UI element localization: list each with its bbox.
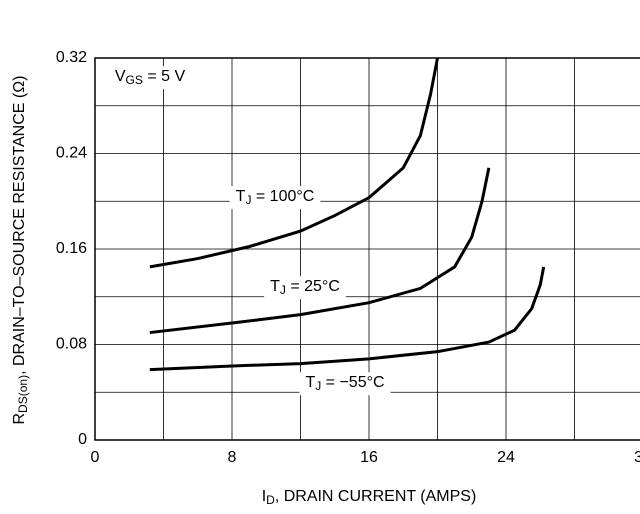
y-axis-label-sub: DS(on) — [16, 375, 30, 413]
x-axis-label-sub: D — [266, 493, 275, 507]
curve-label: TJ = −55°C — [305, 374, 384, 393]
curve-label-rest: = 100°C — [251, 188, 314, 205]
x-axis-label: ID, DRAIN CURRENT (AMPS) — [262, 488, 477, 507]
curve-label-sub: J — [315, 379, 321, 393]
curve-label-bg — [299, 372, 391, 396]
y-axis-label-rest: , DRAIN–TO–SOURCE RESISTANCE (Ω) — [11, 76, 28, 375]
note-group: VGS = 5 V — [108, 66, 192, 90]
note-bg — [108, 66, 192, 90]
note-main: V — [115, 68, 126, 85]
note: VGS = 5 V — [115, 68, 186, 87]
curve-label-main: T — [305, 374, 315, 391]
x-tick-label: 0 — [91, 449, 100, 466]
curve-label-group: TJ = −55°C — [299, 372, 391, 396]
plot-frame — [94, 57, 640, 441]
x-tick-label: 8 — [228, 449, 237, 466]
curve-label-group: TJ = 25°C — [264, 276, 346, 300]
y-tick-label: 0.24 — [56, 145, 87, 162]
y-axis-label: RDS(on), DRAIN–TO–SOURCE RESISTANCE (Ω) — [11, 76, 30, 425]
curve-label-main: T — [236, 188, 246, 205]
curve-label: TJ = 100°C — [236, 188, 315, 207]
curve — [149, 266, 546, 372]
x-tick-label: 24 — [497, 449, 515, 466]
note-rest: = 5 V — [143, 68, 186, 85]
x-tick-label: 16 — [360, 449, 378, 466]
curve-label-main: T — [270, 278, 280, 295]
y-tick-label: 0 — [78, 431, 87, 448]
curve-label-rest: = 25°C — [286, 278, 340, 295]
curve-label-sub: J — [245, 193, 251, 207]
curve-label-bg — [264, 276, 346, 300]
curve — [149, 167, 491, 335]
curve-label-group: TJ = 100°C — [229, 186, 321, 210]
curve-label-sub: J — [280, 283, 286, 297]
curve-label-bg — [229, 186, 321, 210]
x-tick-label: 32 — [634, 449, 640, 466]
y-tick-label: 0.32 — [56, 49, 87, 66]
curve-label: TJ = 25°C — [270, 278, 340, 297]
y-tick-label: 0.16 — [56, 240, 87, 257]
curve — [149, 57, 439, 269]
curve-label-rest: = −55°C — [321, 374, 384, 391]
y-axis-label-main: R — [11, 413, 28, 425]
x-axis-label-main: I — [262, 488, 266, 505]
note-sub: GS — [126, 73, 143, 87]
x-axis-label-rest: , DRAIN CURRENT (AMPS) — [275, 488, 477, 505]
y-tick-label: 0.08 — [56, 336, 87, 353]
